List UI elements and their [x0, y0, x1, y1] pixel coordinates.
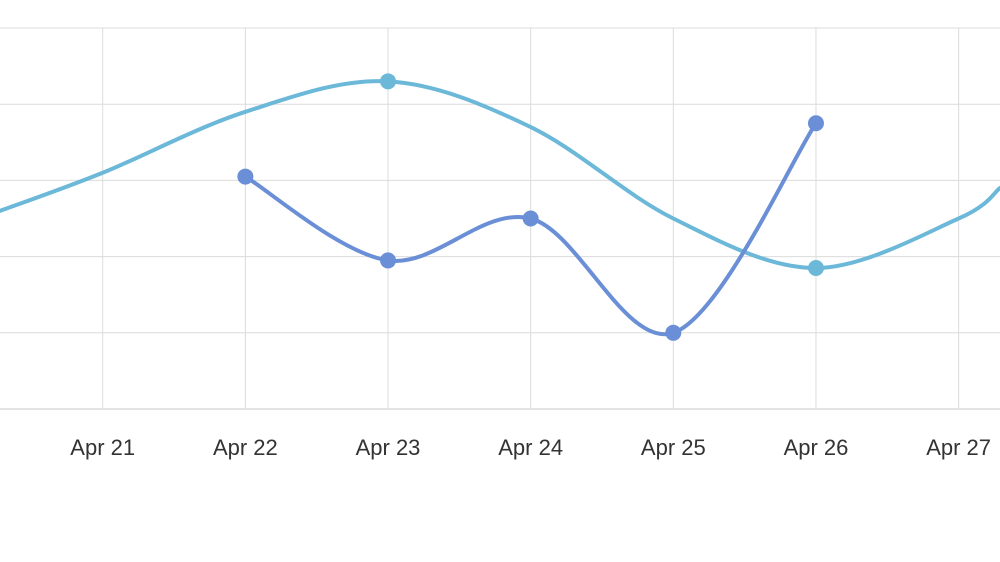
x-tick-label: Apr 27: [926, 435, 991, 460]
series-lines: [0, 79, 1000, 337]
x-tick-label: Apr 25: [641, 435, 706, 460]
series-1-point: [665, 324, 682, 341]
x-tick-label: Apr 21: [70, 435, 135, 460]
series-1-line: [243, 121, 818, 337]
series-1-point: [237, 168, 254, 185]
series-1-point: [807, 115, 824, 132]
x-tick-label: Apr 23: [356, 435, 421, 460]
x-tick-label: Apr 24: [498, 435, 563, 460]
series-0-point: [380, 73, 397, 90]
x-tick-label: Apr 26: [784, 435, 849, 460]
series-0-point: [807, 260, 824, 277]
series-1-point: [380, 252, 397, 269]
x-tick-label: Apr 22: [213, 435, 278, 460]
series-points: [237, 73, 824, 341]
series-1-point: [522, 210, 539, 227]
series-0-line: [0, 79, 1000, 271]
x-axis-tick-labels: Apr 21 Apr 22 Apr 23 Apr 24 Apr 25 Apr 26 Apr …: [70, 435, 991, 460]
horizontal-gridlines: [0, 27, 1000, 410]
